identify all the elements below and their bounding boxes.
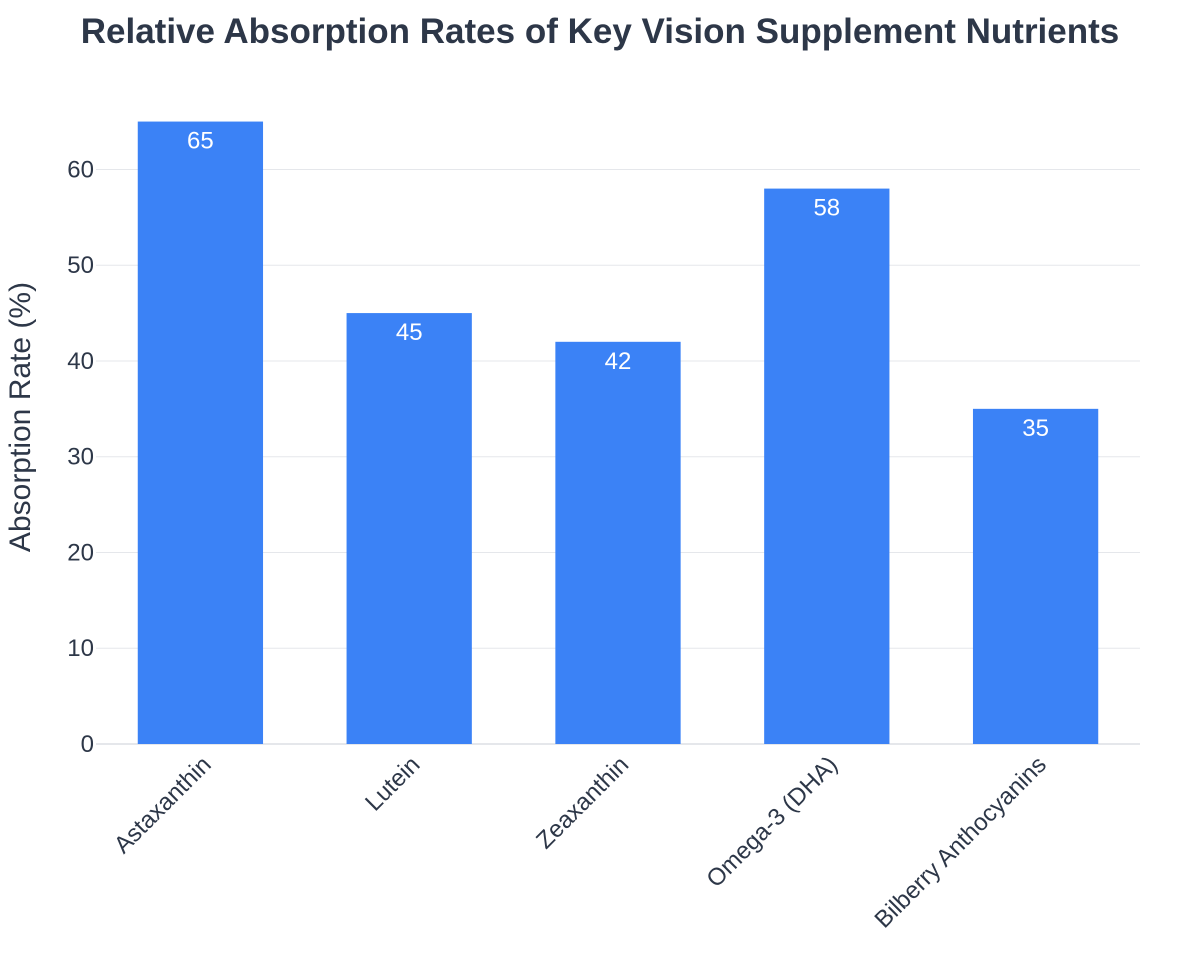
bar-value-label: 42	[605, 348, 632, 375]
bar-astaxanthin[interactable]	[137, 121, 264, 745]
y-axis-ticks: 0 10 20 30 40 50 60	[67, 156, 94, 758]
x-tick-label: Omega-3 (DHA)	[701, 751, 843, 893]
bar-value-label: 58	[813, 195, 840, 222]
x-tick-label: Zeaxanthin	[531, 751, 634, 854]
y-tick-label: 20	[67, 539, 94, 566]
bars: 65 45 42 58 35	[137, 121, 1099, 745]
x-tick-label: Lutein	[360, 751, 425, 816]
bar-bilberry-anthocyanins[interactable]	[972, 408, 1099, 744]
bar-zeaxanthin[interactable]	[555, 341, 681, 744]
x-tick-label: Astaxanthin	[109, 751, 217, 859]
bar-value-label: 65	[187, 128, 214, 155]
y-tick-label: 0	[81, 731, 94, 758]
y-tick-label: 30	[67, 444, 94, 471]
x-tick-label: Bilberry Anthocyanins	[870, 751, 1052, 933]
bar-omega-3-dha[interactable]	[764, 188, 890, 744]
bar-lutein[interactable]	[346, 313, 472, 744]
y-axis-title: Absorption Rate (%)	[4, 282, 37, 552]
chart-title: Relative Absorption Rates of Key Vision …	[80, 12, 1120, 51]
bar-value-label: 45	[396, 319, 423, 346]
x-axis-ticks: Astaxanthin Lutein Zeaxanthin Omega-3 (DHA)…	[109, 751, 1052, 933]
y-tick-label: 10	[67, 635, 94, 662]
y-tick-label: 60	[67, 156, 94, 183]
y-tick-label: 40	[67, 348, 94, 375]
bar-value-label: 35	[1022, 415, 1049, 442]
y-tick-label: 50	[67, 252, 94, 279]
